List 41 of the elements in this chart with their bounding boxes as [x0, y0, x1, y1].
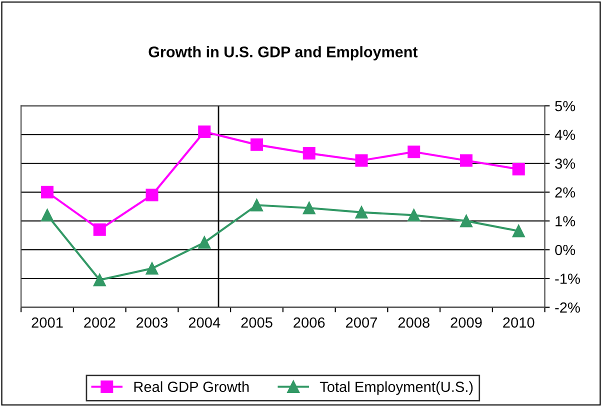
chart-title: Growth in U.S. GDP and Employment — [148, 46, 418, 60]
x-tick-label: 2005 — [241, 317, 272, 328]
y-tick-label: -1% — [555, 274, 580, 284]
y-tick-label: 2% — [555, 187, 576, 198]
x-tick-label: 2006 — [294, 317, 325, 328]
point — [302, 147, 316, 160]
x-tick-label: 2009 — [450, 317, 482, 328]
y-tick-label: 1% — [556, 216, 576, 226]
point — [198, 236, 211, 249]
point — [41, 208, 54, 222]
legend-label: Total Employment(U.S.) — [320, 381, 473, 395]
point — [355, 206, 368, 219]
point — [93, 223, 106, 236]
y-tick-label: 5% — [555, 100, 576, 112]
x-tick-label: 2007 — [346, 317, 377, 328]
point — [460, 154, 472, 167]
x-tick-label: 2002 — [84, 317, 116, 328]
point — [146, 188, 158, 202]
x-tick-label: 2003 — [136, 317, 168, 328]
point — [460, 214, 472, 228]
point — [355, 154, 368, 167]
point — [146, 262, 158, 275]
point — [41, 186, 54, 198]
y-tick-label: -2% — [555, 302, 580, 313]
x-tick-label: 2008 — [398, 317, 430, 328]
point — [408, 208, 420, 222]
y-tick-label: 3% — [555, 158, 576, 169]
x-tick-label: 2004 — [188, 317, 220, 328]
point — [93, 274, 106, 286]
legend-label: Real GDP Growth — [134, 381, 249, 392]
point — [512, 162, 525, 176]
y-tick-label: 4% — [554, 130, 576, 140]
x-tick-label: 2001 — [32, 317, 63, 328]
point — [250, 198, 264, 212]
x-tick-label: 2010 — [503, 317, 534, 328]
point — [512, 224, 525, 238]
point — [302, 202, 316, 214]
y-tick-label: 0% — [555, 244, 576, 256]
point — [408, 146, 420, 158]
point — [198, 125, 211, 138]
point — [250, 138, 264, 151]
